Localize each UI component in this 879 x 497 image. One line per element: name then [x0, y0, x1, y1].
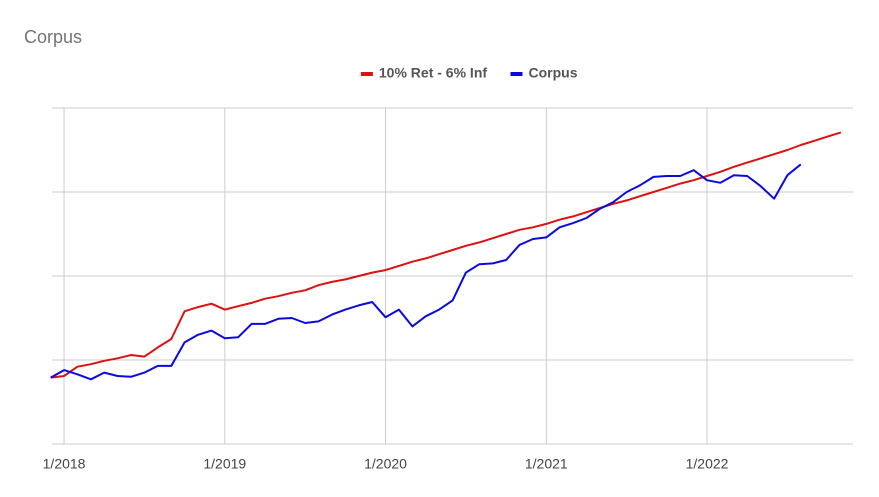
- x-tick-label: 1/2020: [364, 456, 407, 472]
- legend-label: 10% Ret - 6% Inf: [379, 65, 487, 81]
- x-tick-label: 1/2018: [43, 456, 86, 472]
- series-line: [50, 163, 802, 381]
- x-tick-label: 1/2019: [203, 456, 246, 472]
- x-tick-label: 1/2022: [686, 456, 729, 472]
- legend-label: Corpus: [529, 65, 578, 81]
- series-line: [50, 131, 842, 379]
- x-tick-label: 1/2021: [525, 456, 568, 472]
- chart-title: Corpus: [24, 27, 82, 47]
